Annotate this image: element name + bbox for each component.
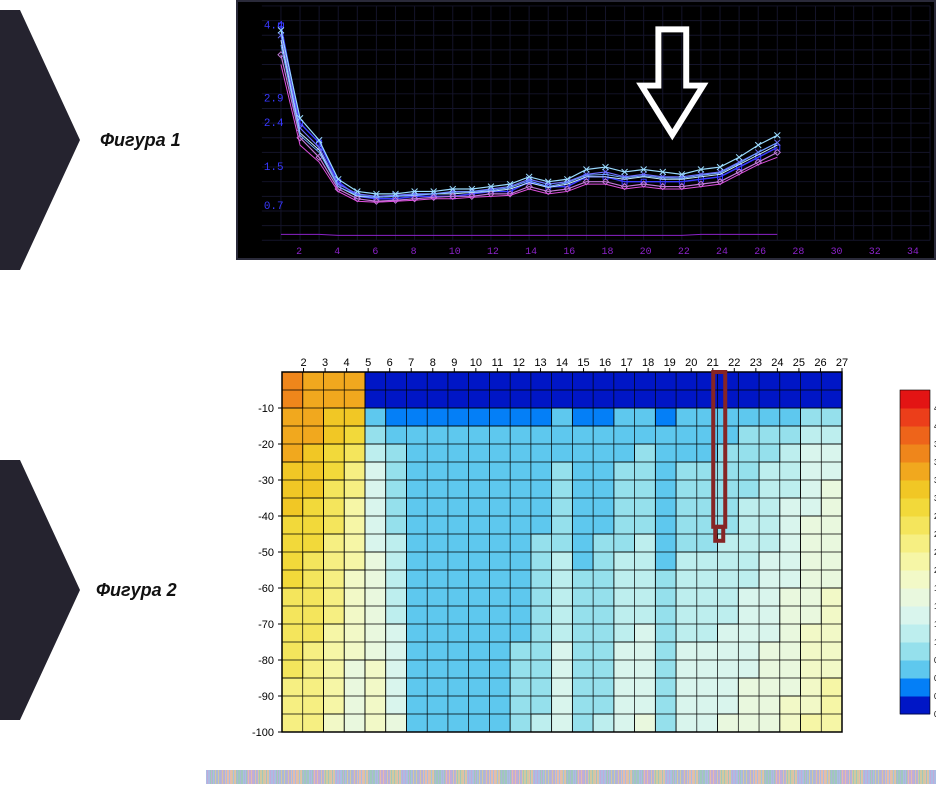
- svg-text:11: 11: [492, 357, 503, 369]
- svg-text:2: 2: [296, 246, 302, 257]
- svg-text:25: 25: [793, 357, 805, 369]
- svg-text:-60: -60: [258, 583, 274, 595]
- decor-noise-strip: [206, 770, 936, 784]
- svg-text:0.52: 0.52: [934, 674, 936, 683]
- svg-text:4.39: 4.39: [934, 404, 936, 413]
- figure1-label: Фигура 1: [100, 130, 181, 151]
- svg-text:6: 6: [372, 246, 378, 257]
- svg-text:5: 5: [365, 357, 371, 369]
- svg-text:9: 9: [451, 357, 457, 369]
- figure2-heatmap: 2345678910111213141516171819202122232425…: [236, 352, 936, 752]
- svg-text:18: 18: [642, 357, 654, 369]
- svg-text:28: 28: [792, 246, 804, 257]
- svg-text:34: 34: [907, 246, 919, 257]
- svg-text:3: 3: [322, 357, 328, 369]
- svg-text:32: 32: [869, 246, 881, 257]
- svg-text:3.87: 3.87: [934, 440, 936, 449]
- svg-text:3.10: 3.10: [934, 494, 936, 503]
- svg-text:16: 16: [563, 246, 575, 257]
- svg-text:6: 6: [387, 357, 393, 369]
- svg-text:2.32: 2.32: [934, 548, 936, 557]
- svg-text:19: 19: [664, 357, 676, 369]
- svg-text:1.81: 1.81: [934, 584, 936, 593]
- svg-text:2.58: 2.58: [934, 530, 936, 539]
- svg-text:10: 10: [470, 357, 482, 369]
- svg-text:2.84: 2.84: [934, 512, 936, 521]
- svg-text:8: 8: [411, 246, 417, 257]
- svg-text:23: 23: [750, 357, 762, 369]
- svg-text:2.4: 2.4: [264, 118, 284, 130]
- svg-text:21: 21: [707, 357, 719, 369]
- svg-text:1.5: 1.5: [264, 162, 284, 174]
- svg-text:-20: -20: [258, 439, 274, 451]
- svg-text:1.29: 1.29: [934, 620, 936, 629]
- svg-text:4.13: 4.13: [934, 422, 936, 431]
- svg-text:30: 30: [831, 246, 843, 257]
- svg-text:2.06: 2.06: [934, 566, 936, 575]
- svg-text:1.03: 1.03: [934, 638, 936, 647]
- svg-text:0.77: 0.77: [934, 656, 936, 665]
- svg-text:-100: -100: [252, 727, 274, 739]
- svg-text:20: 20: [685, 357, 697, 369]
- svg-text:12: 12: [513, 357, 525, 369]
- svg-text:22: 22: [728, 357, 740, 369]
- svg-text:-50: -50: [258, 547, 274, 559]
- svg-text:2: 2: [300, 357, 306, 369]
- svg-text:-90: -90: [258, 691, 274, 703]
- figure2-label: Фигура 2: [96, 580, 177, 601]
- figure1-line-chart: 0.71.52.42.94.42468101214161820222426283…: [236, 0, 936, 260]
- svg-text:18: 18: [602, 246, 614, 257]
- svg-text:12: 12: [487, 246, 499, 257]
- svg-text:4: 4: [344, 357, 350, 369]
- svg-text:22: 22: [678, 246, 690, 257]
- svg-text:16: 16: [599, 357, 611, 369]
- svg-text:-40: -40: [258, 511, 274, 523]
- svg-text:2.9: 2.9: [264, 94, 284, 106]
- svg-text:17: 17: [620, 357, 632, 369]
- svg-text:15: 15: [577, 357, 589, 369]
- svg-text:-10: -10: [258, 403, 274, 415]
- svg-text:4: 4: [334, 246, 340, 257]
- svg-text:-80: -80: [258, 655, 274, 667]
- svg-text:0.26: 0.26: [934, 692, 936, 701]
- decor-chevron-1: [0, 10, 80, 270]
- svg-text:13: 13: [534, 357, 546, 369]
- svg-text:0.7: 0.7: [264, 201, 284, 213]
- svg-text:7: 7: [408, 357, 414, 369]
- svg-text:14: 14: [556, 357, 568, 369]
- decor-chevron-2: [0, 460, 80, 720]
- svg-text:3.35: 3.35: [934, 476, 936, 485]
- svg-text:27: 27: [836, 357, 848, 369]
- svg-text:8: 8: [430, 357, 436, 369]
- svg-text:14: 14: [525, 246, 537, 257]
- svg-text:1.55: 1.55: [934, 602, 936, 611]
- svg-text:26: 26: [754, 246, 766, 257]
- svg-text:0.00: 0.00: [934, 710, 936, 719]
- svg-text:24: 24: [771, 357, 783, 369]
- svg-text:26: 26: [814, 357, 826, 369]
- svg-text:20: 20: [640, 246, 652, 257]
- svg-text:-30: -30: [258, 475, 274, 487]
- svg-text:-70: -70: [258, 619, 274, 631]
- svg-text:3.61: 3.61: [934, 458, 936, 467]
- svg-text:10: 10: [449, 246, 461, 257]
- svg-text:24: 24: [716, 246, 728, 257]
